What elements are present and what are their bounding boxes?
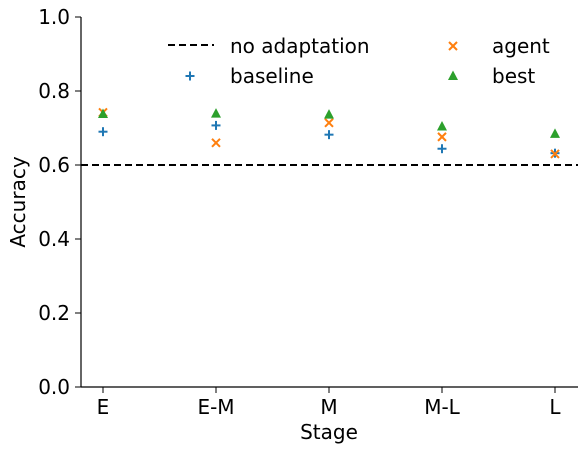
x-ticks: E E-M M M-L L <box>97 387 561 419</box>
legend: no adaptation baseline agent best <box>168 34 550 88</box>
y-tick-label: 0.6 <box>38 153 70 177</box>
baseline-point <box>98 127 108 137</box>
legend-label-agent: agent <box>492 34 550 58</box>
baseline-point <box>324 130 334 140</box>
legend-agent-swatch <box>448 41 458 51</box>
legend-label-no-adaptation: no adaptation <box>230 34 370 58</box>
x-tick-label: M-L <box>424 395 460 419</box>
baseline-point <box>211 120 221 130</box>
legend-baseline-swatch <box>185 71 195 81</box>
best-point <box>550 128 560 138</box>
x-tick-label: L <box>549 395 561 419</box>
y-tick-label: 0.4 <box>38 227 70 251</box>
best-point <box>98 108 108 118</box>
legend-label-baseline: baseline <box>230 64 314 88</box>
agent-point <box>437 132 447 142</box>
agent-point <box>550 149 560 159</box>
y-axis-label: Accuracy <box>6 156 30 247</box>
y-tick-label: 0.0 <box>38 375 70 399</box>
agent-point <box>211 138 221 148</box>
y-tick-label: 1.0 <box>38 5 70 29</box>
legend-best-swatch <box>448 70 458 80</box>
y-tick-label: 0.8 <box>38 79 70 103</box>
best-point <box>324 109 334 119</box>
best-point <box>437 121 447 131</box>
baseline-point <box>437 144 447 154</box>
y-ticks: 0.0 0.2 0.4 0.6 0.8 1.0 <box>38 5 81 399</box>
best-point <box>211 108 221 118</box>
x-tick-label: E <box>97 395 110 419</box>
legend-label-best: best <box>492 64 535 88</box>
agent-point <box>324 118 334 128</box>
data-points <box>98 107 560 159</box>
x-axis-label: Stage <box>300 420 358 444</box>
x-tick-label: M <box>320 395 337 419</box>
y-tick-label: 0.2 <box>38 301 70 325</box>
x-tick-label: E-M <box>197 395 234 419</box>
